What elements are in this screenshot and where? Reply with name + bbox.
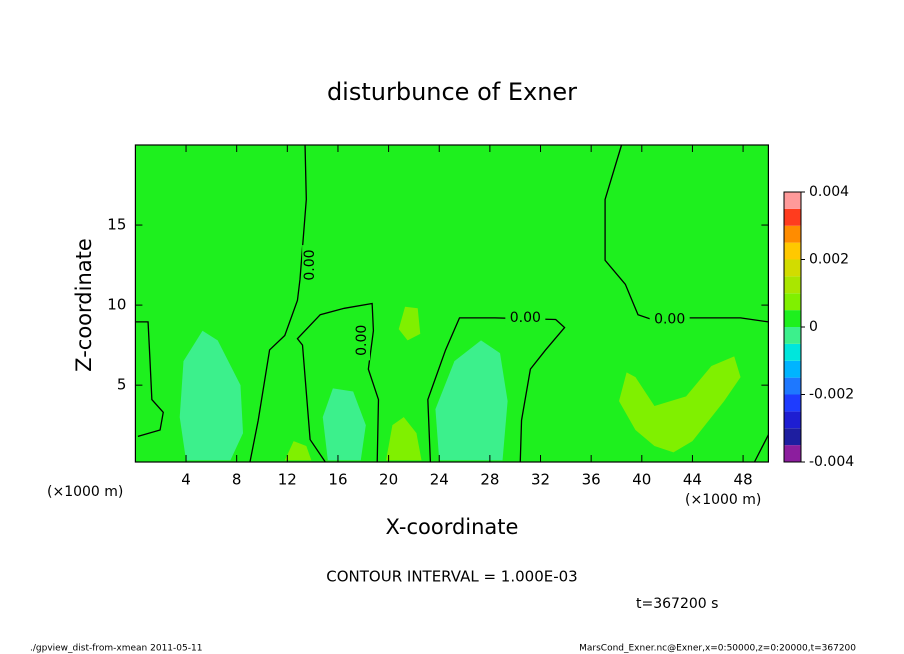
contour-label: 0.00 [354, 325, 370, 356]
time-label: t=367200 s [636, 596, 718, 612]
colorbar-band [784, 343, 801, 361]
colorbar-band [784, 242, 801, 260]
x-tick-label: 40 [632, 471, 651, 489]
contour-label-bg [649, 311, 690, 328]
colorbar-band [784, 428, 801, 446]
colorbar-band [784, 310, 801, 327]
x-tick-label: 48 [734, 471, 753, 489]
x-tick-label: 32 [531, 471, 550, 489]
colorbar-band [784, 225, 801, 243]
contour-line [427, 317, 566, 463]
colorbar-band [784, 377, 801, 395]
shaded-region [284, 441, 312, 461]
x-unit: (×1000 m) [685, 492, 761, 508]
contour-label: 0.00 [302, 249, 318, 280]
x-tick-label: 24 [430, 471, 449, 489]
x-tick-label: 44 [683, 471, 702, 489]
contour-label-bg [505, 309, 546, 326]
contour-line [753, 434, 769, 463]
contour-line [136, 321, 164, 438]
colorbar-band [784, 208, 801, 226]
colorbar-band [784, 259, 801, 277]
shaded-region [179, 330, 244, 461]
colorbar-band [784, 293, 801, 311]
colorbar-band [784, 394, 801, 412]
contour-interval: CONTOUR INTERVAL = 1.000E-03 [326, 568, 577, 586]
plot-frame [134, 144, 769, 463]
x-tick-label: 36 [582, 471, 601, 489]
contour-label-bg [302, 245, 319, 286]
contour-label: 0.00 [654, 312, 685, 328]
y-unit: (×1000 m) [47, 484, 123, 500]
x-tick-label: 12 [278, 471, 297, 489]
x-axis-label: X-coordinate [386, 515, 519, 539]
y-axis-label: Z-coordinate [72, 238, 96, 372]
colorbar-band [784, 411, 801, 429]
colorbar-tick-label: 0.002 [809, 252, 849, 268]
chart-title: disturbunce of Exner [327, 78, 577, 106]
footer-left: ./gpview_dist-from-xmean 2011-05-11 [30, 644, 202, 654]
x-tick-label: 28 [480, 471, 499, 489]
shaded-region [398, 306, 421, 341]
footer-right: MarsCond_Exner.nc@Exner,x=0:50000,z=0:20… [579, 644, 856, 654]
colorbar-tick-label: 0.004 [809, 184, 849, 200]
colorbar-band [784, 360, 801, 378]
shaded-region [322, 388, 366, 461]
x-tick-label: 16 [328, 471, 347, 489]
contour-label-bg [354, 320, 371, 361]
colorbar-band [784, 327, 801, 344]
colorbar-tick-label: -0.002 [809, 387, 854, 403]
y-tick-label: 5 [117, 376, 127, 394]
contour-line [296, 302, 380, 463]
x-tick-label: 8 [232, 471, 242, 489]
colorbar-band [784, 192, 801, 209]
y-tick-label: 10 [107, 296, 126, 314]
contour-line [604, 144, 769, 323]
shaded-region [619, 356, 741, 453]
shaded-region [435, 340, 508, 461]
colorbar-tick-label: -0.004 [809, 454, 854, 470]
x-tick-label: 4 [181, 471, 191, 489]
contour-line [249, 144, 307, 463]
x-tick-label: 20 [379, 471, 398, 489]
contour-label: 0.00 [510, 310, 541, 326]
shaded-region [386, 417, 422, 461]
colorbar-tick-label: 0 [809, 319, 818, 335]
colorbar-band [784, 276, 801, 294]
colorbar-band [784, 445, 801, 462]
y-tick-label: 15 [107, 216, 126, 234]
